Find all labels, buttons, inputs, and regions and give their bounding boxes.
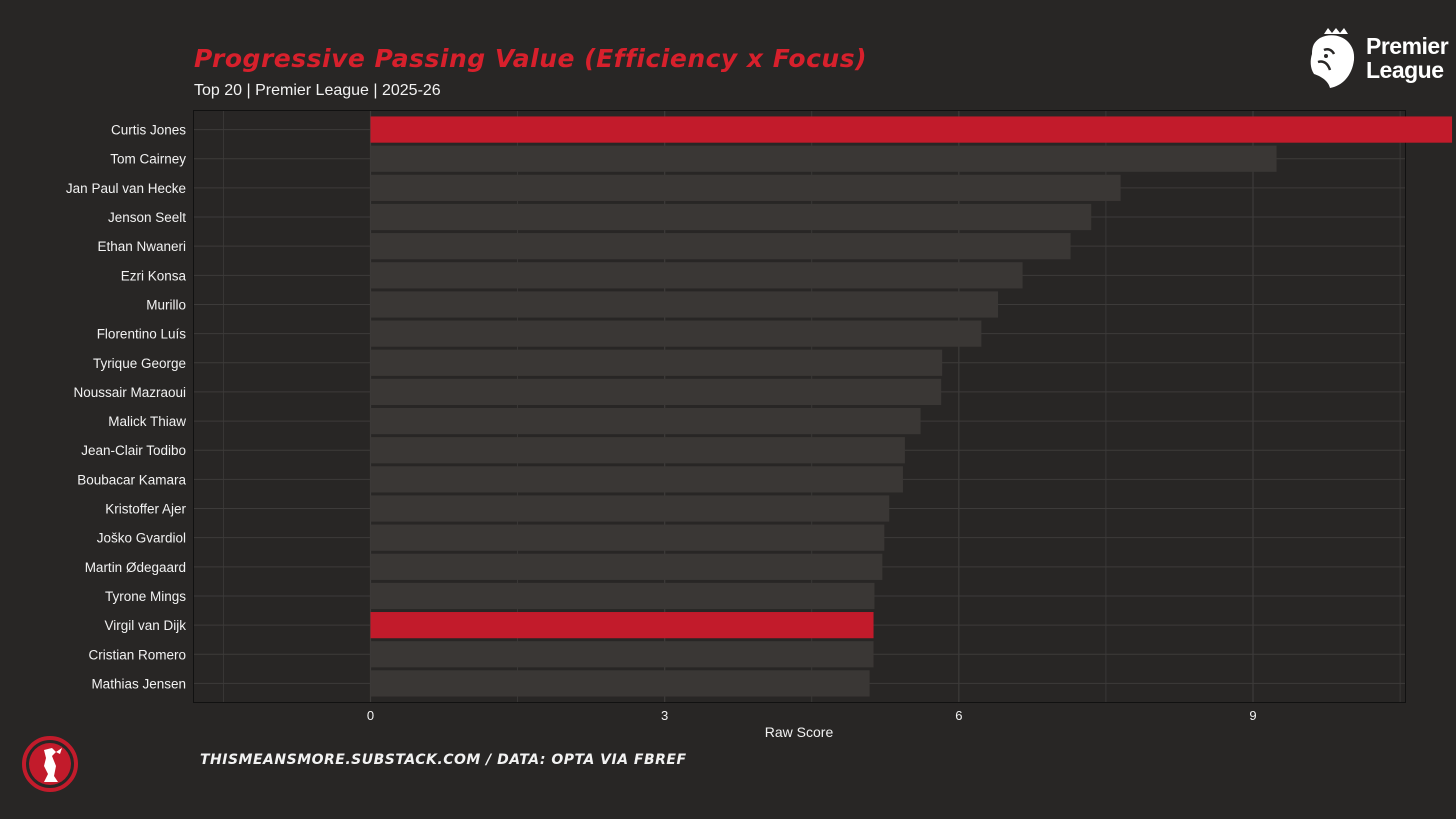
bar-ethan-nwaneri (370, 233, 1071, 260)
logo-line-1: Premier (1366, 33, 1449, 59)
x-tick-label: 0 (367, 708, 374, 723)
category-label: Tyrone Mings (105, 589, 186, 604)
bar-ezri-konsa (370, 262, 1023, 289)
chart-title: Progressive Passing Value (Efficiency x … (194, 44, 867, 73)
bar-curtis-jones (370, 116, 1453, 143)
category-label: Kristoffer Ajer (105, 502, 186, 517)
x-tick-label: 6 (955, 708, 962, 723)
liverbird-icon (22, 736, 78, 792)
bar-murillo (370, 291, 999, 318)
bar-virgil-van-dijk (370, 612, 874, 639)
category-label: Curtis Jones (111, 123, 186, 138)
x-tick-label: 3 (661, 708, 668, 723)
category-label: Boubacar Kamara (77, 472, 186, 487)
bar-jo-ko-gvardiol (370, 524, 885, 551)
category-label: Virgil van Dijk (104, 618, 186, 633)
category-labels: Curtis Jones Tom Cairney Jan Paul van Heck… (66, 123, 187, 692)
bar-jenson-seelt (370, 203, 1092, 231)
bar-florentino-lu-s (370, 320, 982, 347)
footer-credit: THISMEANSMORE.SUBSTACK.COM / DATA: OPTA … (200, 752, 687, 768)
category-label: Tyrique George (93, 356, 186, 371)
category-label: Tom Cairney (110, 152, 186, 167)
category-label: Joško Gvardiol (97, 531, 186, 546)
category-label: Florentino Luís (97, 327, 187, 342)
category-label: Noussair Mazraoui (73, 385, 186, 400)
category-label: Mathias Jensen (91, 676, 186, 691)
x-tick-labels: 0 3 6 9 (367, 708, 1257, 723)
category-label: Jan Paul van Hecke (66, 181, 186, 196)
category-label: Ezri Konsa (121, 268, 187, 283)
bar-boubacar-kamara (370, 466, 903, 493)
lion-crest-icon (1310, 28, 1355, 88)
chart-subtitle: Top 20 | Premier League | 2025-26 (194, 82, 441, 99)
bar-tyrone-mings (370, 582, 875, 610)
bar-tom-cairney (370, 145, 1277, 172)
category-label: Jean-Clair Todibo (81, 443, 186, 458)
bar-noussair-mazraoui (370, 378, 942, 406)
logo-line-2: League (1366, 57, 1444, 83)
bar-mathias-jensen (370, 670, 870, 697)
category-label: Jenson Seelt (108, 210, 186, 225)
category-label: Malick Thiaw (108, 414, 186, 429)
category-label: Martin Ødegaard (85, 560, 186, 575)
bar-cristian-romero (370, 641, 874, 668)
category-label: Cristian Romero (88, 647, 186, 662)
bar-martin-degaard (370, 553, 883, 580)
x-tick-label: 9 (1249, 708, 1256, 723)
bar-jan-paul-van-hecke (370, 174, 1121, 201)
bar-kristoffer-ajer (370, 495, 890, 522)
bar-jean-clair-todibo (370, 437, 905, 464)
category-label: Murillo (146, 297, 186, 312)
category-label: Ethan Nwaneri (97, 239, 186, 254)
premier-league-logo: Premier League (1306, 28, 1456, 92)
bars-layer (370, 116, 1453, 697)
x-axis-label: Raw Score (765, 724, 834, 740)
plot-frame (193, 110, 1406, 703)
bar-malick-thiaw (370, 407, 921, 435)
bar-tyrique-george (370, 349, 943, 376)
